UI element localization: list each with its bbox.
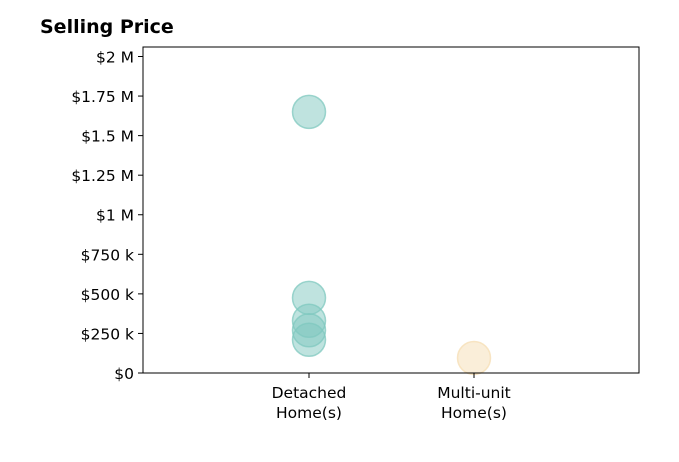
- y-tick-label: $1.5 M: [81, 128, 134, 146]
- y-tick-label: $250 k: [81, 325, 134, 343]
- data-point: [291, 322, 327, 358]
- y-tick-label: $500 k: [81, 286, 134, 304]
- x-tick-label: Multi-unit Home(s): [437, 384, 511, 422]
- data-points: [291, 94, 492, 376]
- data-point: [291, 94, 327, 130]
- data-point: [456, 340, 492, 376]
- y-tick-label: $1.75 M: [71, 88, 134, 106]
- x-axis: Detached Home(s) Multi-unit Home(s): [272, 373, 511, 422]
- y-tick-label: $750 k: [81, 246, 134, 264]
- y-tick-label: $0: [114, 365, 134, 383]
- plot-frame: [142, 46, 640, 374]
- y-axis: $0 $250 k $500 k $750 k $1 M $1.25 M $1.5 M $1.…: [71, 48, 143, 383]
- y-tick-label: $1.25 M: [71, 167, 134, 185]
- x-tick-label: Detached Home(s): [272, 384, 347, 422]
- y-tick-label: $1 M: [96, 207, 134, 225]
- chart-title: Selling Price: [40, 16, 174, 38]
- y-tick-label: $2 M: [96, 48, 134, 66]
